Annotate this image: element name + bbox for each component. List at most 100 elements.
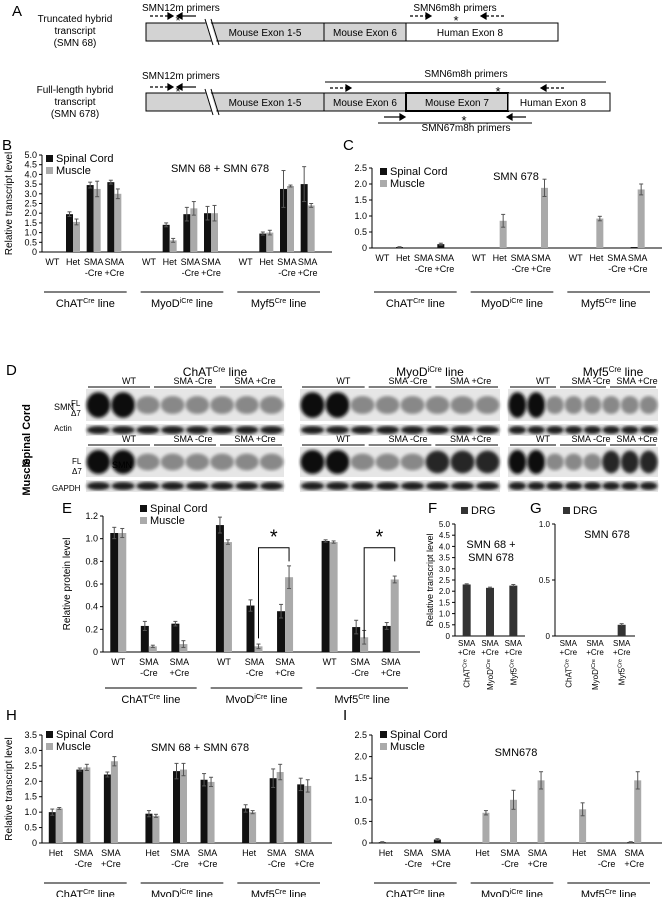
x-tick-label-line1: SMA bbox=[586, 639, 604, 648]
bar bbox=[211, 213, 218, 252]
y-tick-label: 2.0 bbox=[354, 179, 367, 189]
group-label-base: MyoD bbox=[481, 298, 510, 310]
blot-band bbox=[527, 392, 546, 418]
lane-header-sma-plus: SMA +Cre bbox=[616, 434, 657, 444]
star-full-1: * bbox=[175, 84, 180, 99]
loading-band bbox=[583, 426, 602, 434]
blot-band bbox=[185, 396, 210, 414]
y-tick-label: 0.5 bbox=[24, 237, 37, 247]
group-label: ChATCre line bbox=[121, 693, 180, 703]
y-tick-label: 4.5 bbox=[24, 160, 37, 170]
x-tick-label-line2: +Cre bbox=[275, 668, 295, 678]
panel-letter-H: H bbox=[6, 707, 17, 724]
significance-star: * bbox=[270, 527, 278, 549]
legend-label: Muscle bbox=[56, 741, 91, 753]
bar bbox=[183, 214, 191, 252]
loading-strip bbox=[300, 424, 500, 436]
y-tick-label: 0.5 bbox=[24, 823, 37, 833]
smn-label-spinal: SMN bbox=[54, 402, 74, 412]
x-tick-label: WT bbox=[142, 257, 156, 267]
x-tick-label: Het bbox=[145, 848, 160, 858]
bar bbox=[617, 624, 626, 636]
legend-swatch bbox=[380, 168, 387, 175]
blot-band bbox=[425, 396, 450, 414]
x-tick-label-line2: -Cre bbox=[598, 859, 616, 869]
x-tick-label: Het bbox=[493, 253, 508, 263]
bar bbox=[171, 623, 180, 652]
panel-a-schematic: Truncated hybrid transcript (SMN 68) Ful… bbox=[37, 3, 611, 134]
y-tick-label: 0.2 bbox=[85, 624, 98, 634]
x-tick-label: Het bbox=[475, 848, 490, 858]
y-tick-label: 0 bbox=[446, 632, 451, 641]
group-label-sup: Cre bbox=[605, 297, 617, 305]
blot-band bbox=[583, 396, 602, 414]
x-tick-label-line1: SMA bbox=[597, 848, 617, 858]
loading-band bbox=[475, 426, 500, 434]
bar bbox=[509, 585, 518, 636]
y-tick-label: 1.0 bbox=[24, 807, 37, 817]
y-tick-label: 0.6 bbox=[85, 579, 98, 589]
group-label-sup: Cre bbox=[83, 297, 95, 305]
x-sub-label-sup: iCre bbox=[591, 659, 597, 669]
chart-title: SMN 68 + bbox=[466, 539, 515, 551]
chart-title-line2: SMN 678 bbox=[468, 552, 514, 564]
y-axis-label: Relative transcript level bbox=[4, 152, 15, 255]
blot-band bbox=[160, 396, 185, 414]
x-tick-label-line1: SMA bbox=[528, 848, 548, 858]
legend-label: Muscle bbox=[390, 741, 425, 753]
x-sub-label: MyoDiCre bbox=[591, 659, 600, 690]
lane-header-wt: WT bbox=[336, 434, 350, 444]
x-tick-label-line1: SMA bbox=[505, 639, 523, 648]
blot-title-sup: Cre bbox=[213, 365, 226, 374]
blot-title-base: Myf5 bbox=[583, 365, 609, 379]
legend-label: Muscle bbox=[390, 178, 425, 190]
group-label-base: Myf5 bbox=[251, 889, 275, 897]
group-label-suffix: line bbox=[286, 298, 306, 310]
loading-band bbox=[136, 482, 160, 490]
blot-title-base: ChAT bbox=[183, 365, 213, 379]
blot-title: MyoDiCre line bbox=[396, 365, 464, 380]
x-tick-label-line2: +Cre bbox=[201, 268, 221, 278]
x-tick-label: Het bbox=[259, 257, 274, 267]
x-tick-label-line1: SMA bbox=[500, 848, 520, 858]
blot-title-base: MyoD bbox=[396, 365, 428, 379]
x-tick-label-line2: -Cre bbox=[351, 668, 369, 678]
bar bbox=[259, 233, 267, 252]
group-label: Myf5Cre line bbox=[251, 888, 307, 897]
star-full-3: * bbox=[461, 113, 466, 128]
x-tick-label: WT bbox=[45, 257, 59, 267]
lane-header-wt: WT bbox=[336, 376, 350, 386]
blot-title-suffix: line bbox=[621, 365, 643, 379]
blot-band bbox=[620, 450, 639, 474]
chart-h: 0 0.5 1.0 1.5 2.0 2.5 3.0 3.5 Relative transcrip… bbox=[4, 729, 332, 897]
bar bbox=[200, 779, 208, 843]
x-tick-label: WT bbox=[239, 257, 253, 267]
x-tick-label-line1: SMA bbox=[435, 253, 455, 263]
legend-swatch bbox=[380, 743, 387, 750]
bar bbox=[499, 220, 507, 248]
group-label: ChATCre line bbox=[56, 888, 115, 897]
legend-label: Spinal Cord bbox=[56, 729, 113, 741]
group-label-suffix: line bbox=[267, 694, 287, 703]
panel-letter-A: A bbox=[12, 3, 23, 20]
bar bbox=[254, 646, 263, 652]
group-label-base: ChAT bbox=[386, 298, 414, 310]
significance-star: * bbox=[376, 527, 384, 549]
bar bbox=[329, 542, 338, 652]
group-label-sup: Cre bbox=[83, 888, 95, 896]
loading-band bbox=[639, 426, 658, 434]
exon6-box-top: Mouse Exon 6 bbox=[333, 28, 397, 39]
loading-band bbox=[639, 482, 658, 490]
x-tick-label-line2: +Cre bbox=[170, 668, 190, 678]
bar bbox=[55, 808, 63, 843]
loading-band bbox=[160, 426, 185, 434]
x-tick-label: WT bbox=[569, 253, 583, 263]
group-label-suffix: line bbox=[286, 889, 306, 897]
blot-band bbox=[259, 396, 284, 414]
blot-band bbox=[86, 450, 111, 474]
loading-band bbox=[425, 426, 450, 434]
x-sub-label-base: Myf5 bbox=[618, 667, 627, 685]
group-label-suffix: line bbox=[616, 889, 636, 897]
lane-header-sma-minus: SMA -Cre bbox=[571, 434, 610, 444]
